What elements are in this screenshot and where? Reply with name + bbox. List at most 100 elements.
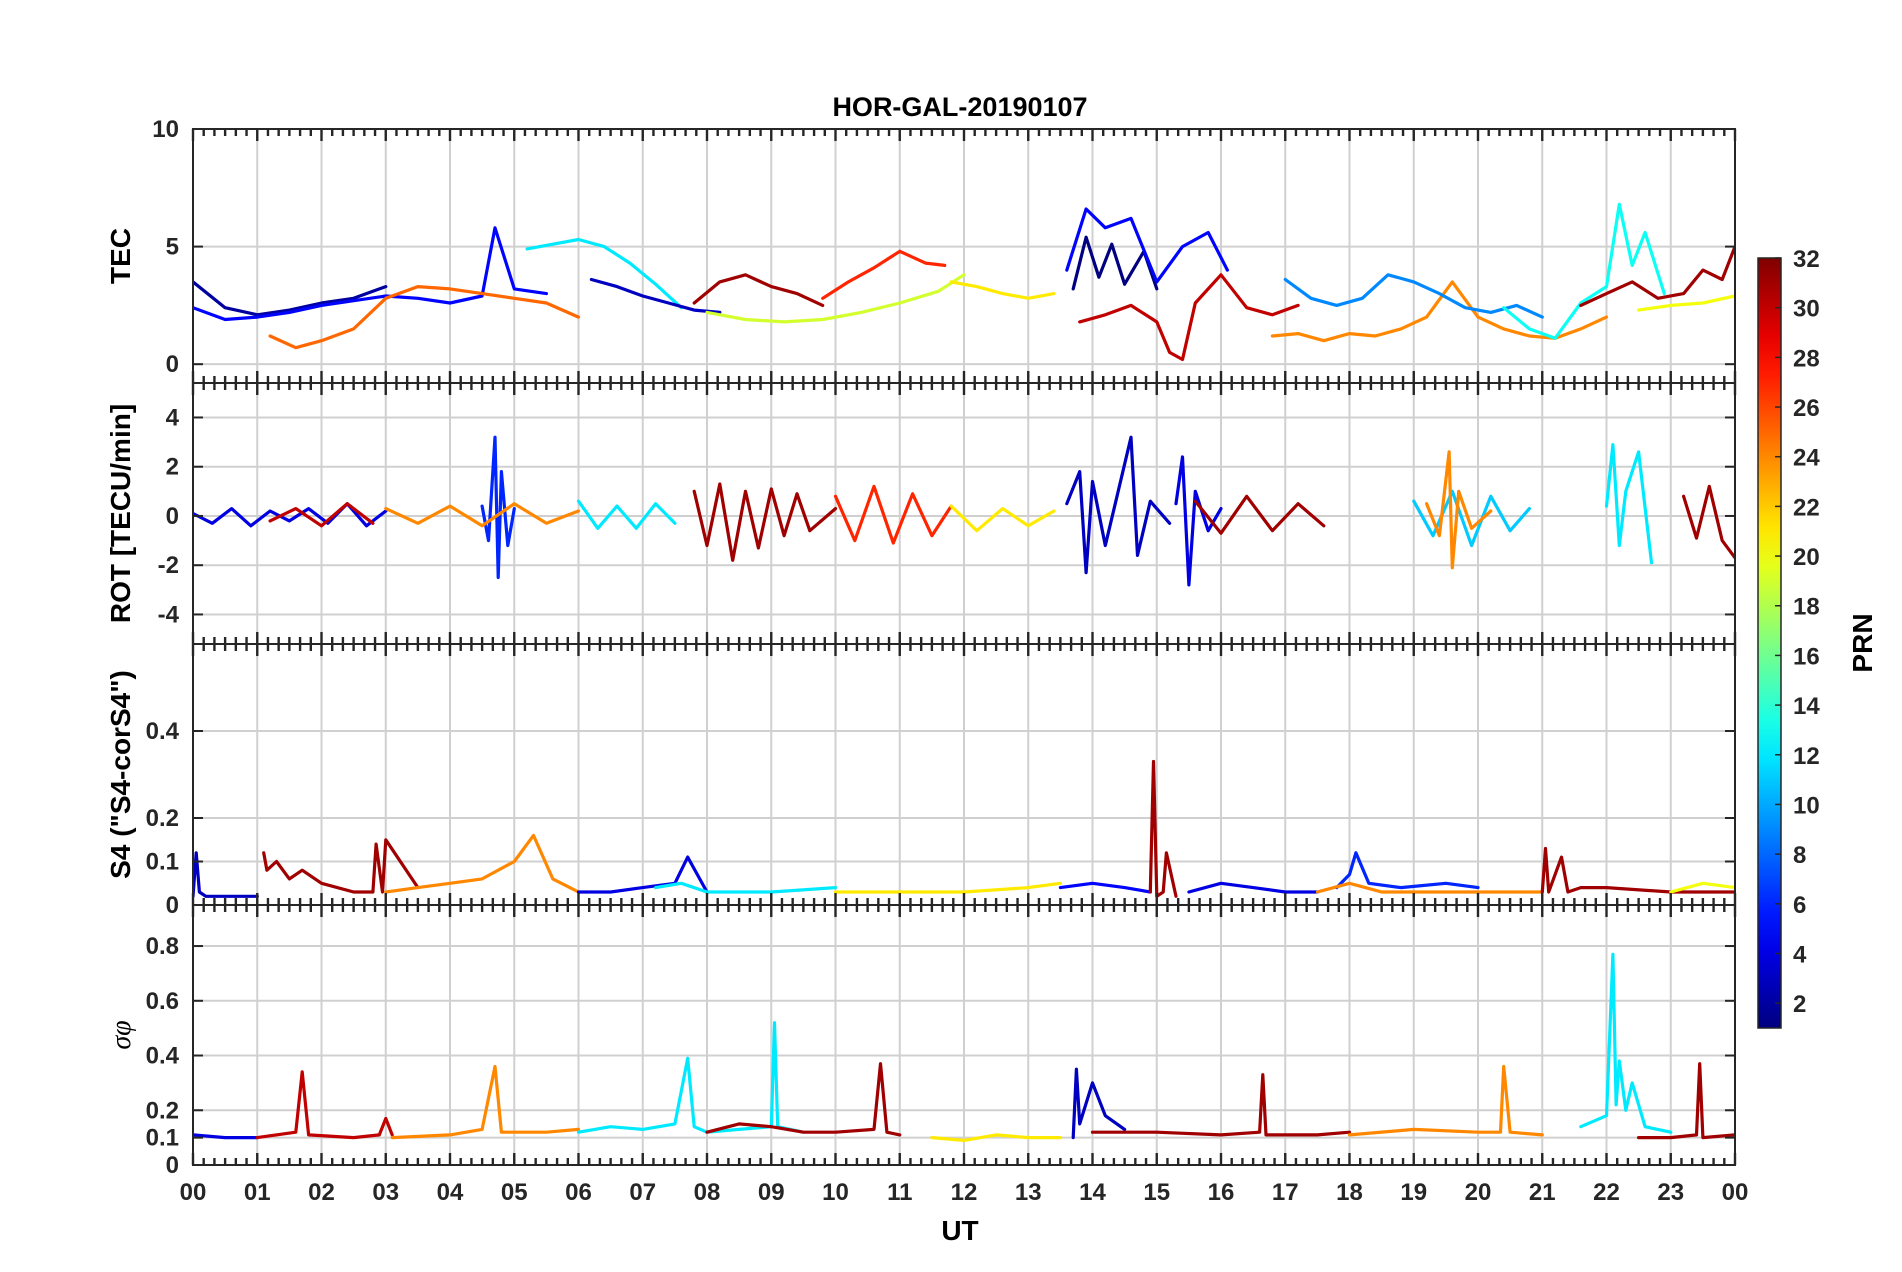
series-line-prn-20 <box>1669 881 1735 894</box>
series-line-prn-6 <box>1335 851 1480 890</box>
colorbar-gradient <box>1757 257 1782 1029</box>
y-tick-label: 0.8 <box>146 933 179 960</box>
colorbar-tick-label: 24 <box>1793 445 1820 472</box>
series-line-prn-30 <box>1078 273 1300 362</box>
series-line-prn-31 <box>1193 494 1326 535</box>
series-line-prn-24 <box>1270 280 1609 343</box>
colorbar-tick-label: 4 <box>1793 941 1807 968</box>
colorbar-tick-label: 22 <box>1793 494 1820 521</box>
series-line-prn-5 <box>1065 207 1229 284</box>
colorbar-tick-label: 12 <box>1793 743 1820 770</box>
colorbar-tick-label: 30 <box>1793 296 1820 323</box>
y-tick-label: 0.6 <box>146 988 179 1015</box>
y-tick-label: 2 <box>166 454 179 481</box>
series-line-prn-31 <box>705 1062 902 1137</box>
y-tick-label: 0 <box>166 1152 179 1179</box>
series-group <box>193 952 1735 1142</box>
series-line-prn-1 <box>1071 235 1159 291</box>
colorbar-tick-label: 2 <box>1793 991 1806 1018</box>
y-tick-label: 10 <box>152 116 179 143</box>
series-line-prn-31 <box>1682 484 1735 560</box>
x-tick-label: 20 <box>1465 1179 1492 1206</box>
y-tick-label: 0.1 <box>146 849 179 876</box>
series-line-prn-3 <box>589 277 722 314</box>
series-line-prn-6 <box>480 435 516 580</box>
series-line-prn-27 <box>821 249 947 300</box>
x-tick-labels: 00 01 02 03 04 05 06 07 08 09 10 11 12 13 14 15 16 17 18 19… <box>180 1179 1749 1206</box>
chart-title: HOR-GAL-20190107 <box>832 92 1087 122</box>
x-tick-label: 13 <box>1015 1179 1042 1206</box>
y-tick-label: -4 <box>158 601 180 628</box>
y-tick-label: 0.2 <box>146 1097 179 1124</box>
panel-rot: -4 -2 0 2 4 ROT [TECU/min] <box>105 382 1737 645</box>
x-tick-label: 08 <box>694 1179 721 1206</box>
series-line-prn-20 <box>1637 294 1735 312</box>
x-tick-label: 07 <box>629 1179 656 1206</box>
colorbar-tick-label: 14 <box>1793 693 1820 720</box>
y-tick-label: 0 <box>166 503 179 530</box>
x-tick-label: 05 <box>501 1179 528 1206</box>
series-line-prn-24 <box>384 833 581 894</box>
x-tick-label: 03 <box>372 1179 399 1206</box>
x-tick-label: 12 <box>951 1179 978 1206</box>
series-line-prn-3 <box>193 851 259 898</box>
series-line-prn-19 <box>705 273 966 324</box>
series-line-prn-25 <box>268 285 581 350</box>
colorbar-tick-label: 26 <box>1793 395 1820 422</box>
colorbar-tick-label: 28 <box>1793 345 1820 372</box>
series-line-prn-13 <box>1502 202 1666 340</box>
series-line-prn-31 <box>1637 1062 1735 1140</box>
series-line-prn-5 <box>1058 881 1152 894</box>
y-tick-label: 0 <box>166 892 179 919</box>
series-line-prn-12 <box>576 1021 805 1134</box>
x-tick-label: 11 <box>887 1179 912 1206</box>
x-tick-label: 21 <box>1529 1179 1556 1206</box>
panel-tec: 0 5 10 TEC <box>105 116 1737 384</box>
x-tick-label: 23 <box>1657 1179 1684 1206</box>
x-tick-label: 14 <box>1079 1179 1106 1206</box>
x-tick-label: 00 <box>180 1179 207 1206</box>
series-line-prn-31 <box>692 273 825 307</box>
panel-sigma: 00.10.2 0.4 0.6 0.8 σφ <box>106 904 1737 1179</box>
series-line-prn-31 <box>1579 245 1735 307</box>
x-tick-label: 10 <box>822 1179 849 1206</box>
series-line-prn-4 <box>193 1133 259 1140</box>
series-line-prn-30 <box>255 1070 394 1140</box>
series-line-prn-31 <box>1090 1073 1352 1137</box>
x-tick-label: 16 <box>1208 1179 1235 1206</box>
x-tick-label: 01 <box>244 1179 271 1206</box>
y-axis-label-s4: S4 ("S4-corS4") <box>105 670 136 879</box>
series-line-prn-27 <box>833 484 953 545</box>
series-line-prn-4 <box>1174 455 1223 587</box>
y-tick-label: 0.2 <box>146 805 179 832</box>
series-line-prn-24 <box>1315 881 1544 894</box>
colorbar-tick-label: 16 <box>1793 643 1820 670</box>
series-line-prn-12 <box>576 499 677 530</box>
x-tick-label: 18 <box>1336 1179 1363 1206</box>
series-line-prn-12 <box>654 881 838 894</box>
series-line-prn-12 <box>1579 952 1673 1134</box>
x-tick-label: 00 <box>1722 1179 1749 1206</box>
series-line-prn-31 <box>262 838 420 894</box>
series-line-prn-31 <box>1148 759 1178 898</box>
series-line-prn-2 <box>193 280 388 317</box>
series-line-prn-24 <box>1425 450 1493 570</box>
colorbar-tick-label: 10 <box>1793 792 1820 819</box>
series-line-prn-11 <box>1412 489 1531 548</box>
x-tick-label: 09 <box>758 1179 785 1206</box>
series-line-prn-9 <box>1283 273 1544 319</box>
series-line-prn-31 <box>1540 846 1735 894</box>
colorbar-tick-label: 20 <box>1793 544 1820 571</box>
y-axis-label-sigma: σφ <box>106 1020 137 1049</box>
series-line-prn-30 <box>268 502 375 528</box>
series-line-prn-24 <box>390 1064 581 1140</box>
colorbar-label: PRN <box>1847 613 1878 672</box>
series-line-prn-5 <box>193 226 548 322</box>
series-line-prn-24 <box>1347 1064 1544 1137</box>
series-line-prn-24 <box>384 502 581 528</box>
series-line-prn-31 <box>692 482 838 562</box>
x-tick-label: 02 <box>308 1179 335 1206</box>
